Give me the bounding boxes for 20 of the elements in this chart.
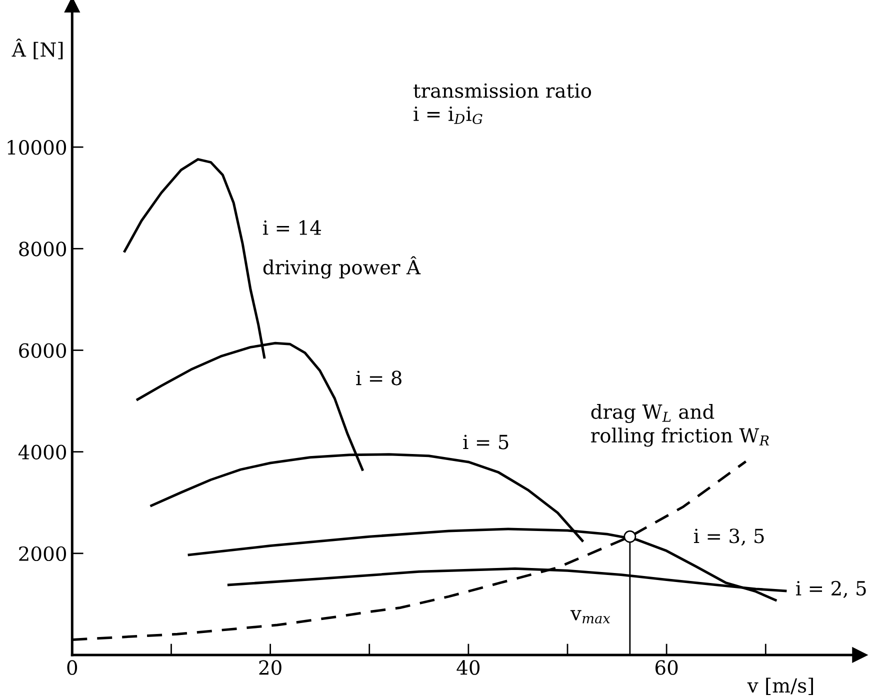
x-tick-label: 0	[67, 660, 78, 675]
y-tick-label: 10000	[8, 140, 66, 155]
y-tick-label: 8000	[19, 242, 66, 256]
annotation: driving power Â	[263, 256, 421, 279]
series-label: i = 14	[263, 220, 322, 235]
series-label: i = 3, 5	[694, 528, 764, 546]
series-label: i = 5	[463, 434, 508, 450]
annotation: v$_{max}$	[570, 610, 610, 624]
y-tick-label: 2000	[19, 546, 66, 562]
x-axis-title: v [m/s]	[747, 678, 813, 696]
annotation: transmission ratio i = i$_{D}$i$_{G}$	[414, 83, 592, 124]
x-tick-label: 60	[656, 660, 678, 675]
y-tick-label: 6000	[19, 343, 66, 358]
y-tick-label: 4000	[18, 444, 66, 460]
y-axis-title: Â [N]	[12, 38, 63, 60]
series-label: i = 2, 5	[796, 580, 866, 598]
x-tick-label: 20	[259, 660, 282, 675]
series-label: i = 8	[356, 370, 402, 386]
series-label: drag W$_{L}$ and rolling friction W$_{R}$	[590, 404, 770, 447]
x-tick-label: 40	[456, 660, 480, 675]
